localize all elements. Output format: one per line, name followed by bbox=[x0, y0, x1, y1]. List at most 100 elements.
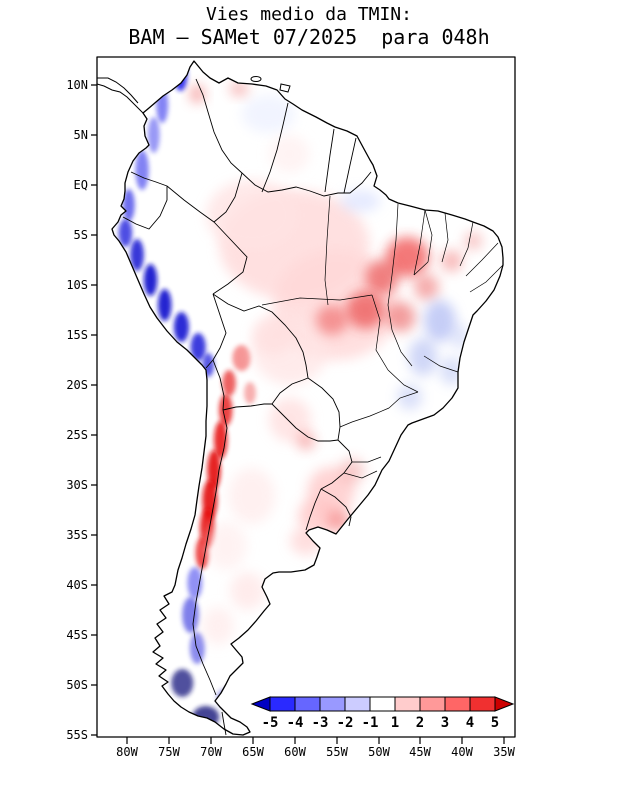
bias-blob bbox=[229, 572, 266, 610]
lat-tick-label: 5S bbox=[74, 228, 88, 242]
bias-blob bbox=[241, 95, 296, 133]
lat-axis: 10N 5N EQ 5S 10S 15S 20S 25S 30S 35S 40S… bbox=[66, 78, 88, 742]
bias-blob bbox=[130, 239, 144, 271]
bias-blob bbox=[365, 260, 399, 294]
colorbar-tick-label: 5 bbox=[491, 715, 499, 731]
lat-tick-label: 55S bbox=[66, 728, 88, 742]
bias-blob bbox=[202, 607, 235, 645]
bias-blob bbox=[387, 302, 416, 332]
lon-tick-label: 55W bbox=[326, 745, 348, 759]
lon-tick-label: 35W bbox=[493, 745, 515, 759]
bias-blob bbox=[439, 357, 464, 385]
axis-tick-marks bbox=[91, 84, 505, 744]
lon-axis: 80W 75W 70W 65W 60W 55W 50W 45W 40W 35W bbox=[116, 745, 515, 759]
trinidad-island bbox=[279, 83, 291, 93]
bias-blob bbox=[244, 382, 256, 404]
colorbar-segment bbox=[394, 696, 421, 712]
mask-left bbox=[0, 0, 97, 800]
bias-field bbox=[118, 59, 483, 728]
bias-blob bbox=[143, 264, 158, 296]
colorbar-segment bbox=[269, 696, 296, 712]
bias-blob bbox=[385, 237, 429, 277]
colorbar-segment bbox=[294, 696, 321, 712]
colorbar-segment bbox=[419, 696, 446, 712]
bias-blob bbox=[182, 597, 200, 633]
bias-blob bbox=[413, 274, 439, 300]
lon-tick-label: 45W bbox=[409, 745, 431, 759]
bias-blob bbox=[339, 458, 365, 484]
bias-blob bbox=[397, 384, 423, 410]
lon-tick-label: 65W bbox=[242, 745, 264, 759]
colorbar-tick-label: -3 bbox=[312, 715, 329, 731]
colorbar-tick-label: -4 bbox=[287, 715, 304, 731]
colorbar-tick-label: 2 bbox=[416, 715, 424, 731]
lat-tick-label: 20S bbox=[66, 378, 88, 392]
lat-tick-label: EQ bbox=[74, 178, 88, 192]
lon-tick-label: 70W bbox=[200, 745, 222, 759]
bias-blob bbox=[298, 497, 339, 535]
bias-blob bbox=[296, 432, 316, 450]
bias-blob bbox=[118, 219, 133, 247]
lat-tick-label: 10S bbox=[66, 278, 88, 292]
bias-blob bbox=[228, 468, 276, 524]
state-borders bbox=[261, 195, 504, 479]
bias-blob bbox=[408, 338, 438, 376]
bias-blob bbox=[423, 300, 456, 342]
lat-tick-label: 10N bbox=[66, 78, 88, 92]
bias-blob bbox=[187, 567, 203, 599]
bias-blob bbox=[222, 370, 236, 396]
islands-and-isthmus bbox=[96, 76, 291, 114]
colorbar-tick-label: 4 bbox=[466, 715, 474, 731]
colorbar: -5 -4 -3 -2 -1 1 2 3 4 5 bbox=[250, 696, 515, 731]
colorbar-tick-label: -2 bbox=[337, 715, 354, 731]
bias-blob bbox=[190, 333, 206, 361]
bias-blob bbox=[147, 117, 160, 153]
lat-tick-label: 15S bbox=[66, 328, 88, 342]
lon-tick-label: 40W bbox=[451, 745, 473, 759]
lat-tick-label: 30S bbox=[66, 478, 88, 492]
colorbar-tick-label: 1 bbox=[391, 715, 399, 731]
colorbar-tick-label: -5 bbox=[262, 715, 279, 731]
colorbar-tick-label: -1 bbox=[362, 715, 379, 731]
mask-right bbox=[515, 0, 618, 800]
colorbar-segment bbox=[444, 696, 471, 712]
bias-blob bbox=[440, 250, 463, 272]
bias-blob bbox=[252, 315, 295, 355]
lat-tick-label: 25S bbox=[66, 428, 88, 442]
bias-blob bbox=[158, 289, 172, 321]
bias-blob bbox=[219, 394, 233, 426]
bias-blob bbox=[189, 632, 205, 664]
bias-blob bbox=[316, 305, 348, 335]
bias-blob bbox=[173, 312, 189, 342]
bias-blob bbox=[135, 150, 149, 190]
bias-blob bbox=[195, 537, 209, 569]
colorbar-segment bbox=[344, 696, 371, 712]
margarita-island bbox=[250, 76, 262, 82]
lat-tick-label: 45S bbox=[66, 628, 88, 642]
bias-blob bbox=[171, 669, 194, 697]
bias-blob bbox=[122, 189, 135, 221]
bias-blob bbox=[229, 82, 249, 96]
lat-tick-label: 50S bbox=[66, 678, 88, 692]
country-borders bbox=[122, 78, 372, 736]
colorbar-segment bbox=[469, 696, 496, 712]
bias-blob bbox=[346, 291, 385, 329]
lat-tick-label: 40S bbox=[66, 578, 88, 592]
bias-blob bbox=[269, 135, 310, 173]
bias-blob bbox=[206, 180, 299, 250]
colorbar-tick-label: 3 bbox=[441, 715, 449, 731]
bias-blob bbox=[206, 522, 247, 570]
colorbar-segment bbox=[319, 696, 346, 712]
lat-tick-label: 35S bbox=[66, 528, 88, 542]
panama-coast bbox=[96, 77, 144, 114]
lat-tick-label: 5N bbox=[74, 128, 88, 142]
chart-title-line2: BAM – SAMet 07/2025 para 048h bbox=[128, 25, 490, 49]
bias-blob bbox=[340, 190, 381, 212]
colorbar-right-arrow bbox=[494, 696, 515, 712]
colorbar-segment bbox=[369, 696, 396, 712]
lon-tick-label: 50W bbox=[368, 745, 390, 759]
bias-blob bbox=[232, 345, 251, 371]
